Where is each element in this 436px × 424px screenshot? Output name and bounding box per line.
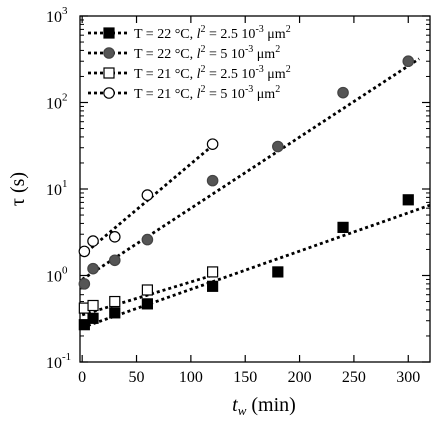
data-point — [78, 278, 91, 290]
data-point — [108, 231, 121, 243]
x-tick-label: 250 — [342, 369, 366, 386]
fit-lines — [81, 57, 431, 329]
axis-ticks: 0 50 100 150 200 250 300 10-1 100 101 102 103 — [46, 5, 430, 386]
y-tick-label: 10-1 — [46, 351, 71, 372]
x-tick-label: 50 — [129, 369, 145, 386]
data-point — [206, 138, 219, 150]
x-tick-label: 300 — [396, 369, 420, 386]
data-points — [78, 55, 415, 331]
data-point — [402, 55, 415, 68]
y-axis-title-text: τ (s) — [7, 172, 29, 206]
x-axis-title: tw (min) — [232, 394, 296, 418]
x-tick-label: 200 — [288, 369, 312, 386]
data-point — [87, 312, 99, 324]
x-axis-title-main: t — [232, 394, 238, 416]
x-tick-label: 0 — [78, 369, 86, 386]
fit-line — [81, 57, 420, 281]
legend-marker — [103, 47, 115, 59]
legend-label: T = 21 °C, l2 = 2.5 10-3 μm2 — [134, 64, 291, 82]
y-tick-label: 102 — [46, 92, 68, 113]
data-point — [272, 266, 284, 278]
legend: T = 22 °C, l2 = 2.5 10-3 μm2 T = 22 °C, l… — [88, 24, 291, 102]
data-point — [206, 174, 219, 187]
y-axis-title: τ (s) — [7, 172, 29, 206]
legend-label: T = 21 °C, l2 = 5 10-3 μm2 — [134, 84, 280, 102]
data-point — [109, 295, 121, 308]
data-point — [141, 189, 154, 201]
data-point — [141, 298, 153, 310]
legend-label: T = 22 °C, l2 = 2.5 10-3 μm2 — [134, 24, 291, 42]
data-point — [272, 140, 284, 153]
data-point — [141, 284, 153, 296]
legend-marker — [103, 67, 115, 79]
x-tick-label: 100 — [179, 369, 203, 386]
y-tick-label: 101 — [46, 178, 68, 199]
data-point — [78, 319, 90, 331]
data-point — [207, 280, 219, 292]
x-axis-title-unit: (min) — [246, 394, 295, 416]
fit-line — [81, 203, 431, 329]
x-tick-label: 150 — [233, 369, 257, 386]
data-point — [337, 221, 349, 233]
data-point — [78, 245, 91, 258]
x-axis-title-sub: w — [238, 403, 247, 418]
data-point — [109, 307, 121, 319]
legend-marker — [103, 27, 115, 39]
data-point — [87, 299, 99, 312]
data-point — [402, 194, 414, 206]
data-point — [108, 254, 121, 267]
data-point — [207, 266, 219, 278]
y-tick-label: 100 — [46, 265, 68, 286]
data-point — [87, 235, 99, 247]
legend-label: T = 22 °C, l2 = 5 10-3 μm2 — [134, 44, 280, 62]
data-point — [87, 262, 99, 275]
y-tick-label: 103 — [46, 5, 68, 26]
legend-marker — [103, 87, 115, 99]
data-point — [337, 86, 349, 99]
data-point — [141, 233, 154, 246]
